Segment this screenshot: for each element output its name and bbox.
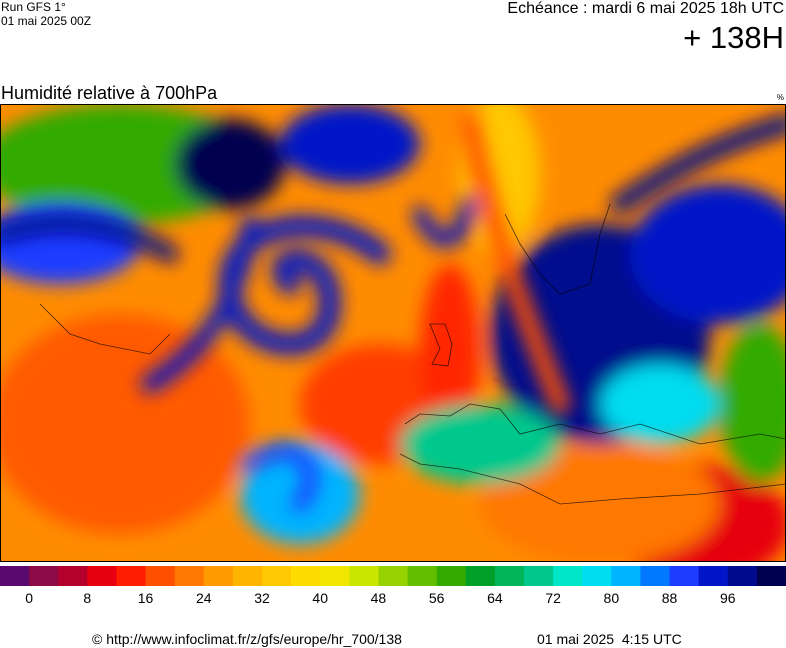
scale-box [611, 566, 641, 586]
scale-box [524, 566, 554, 586]
scale-tick-label: 16 [138, 590, 154, 606]
scale-box [582, 566, 612, 586]
scale-box [203, 566, 234, 586]
scale-box [29, 566, 59, 586]
scale-box [116, 566, 147, 586]
scale-box [553, 566, 583, 586]
scale-box [494, 566, 525, 586]
run-label: Run GFS 1° [1, 0, 66, 14]
map-title: Humidité relative à 700hPa [1, 83, 218, 103]
unit-label: % [776, 93, 784, 102]
scale-box [145, 566, 176, 586]
lead-time: + 138H [683, 20, 784, 55]
scale-box [291, 566, 321, 586]
scale-tick-label: 96 [720, 590, 736, 606]
scale-box [262, 566, 292, 586]
scale-tick-label: 32 [254, 590, 270, 606]
humidity-map [0, 104, 786, 562]
scale-box [349, 566, 379, 586]
scale-box [698, 566, 729, 586]
scale-tick-label: 80 [604, 590, 620, 606]
scale-tick-label: 56 [429, 590, 445, 606]
scale-box [87, 566, 117, 586]
scale-box [407, 566, 438, 586]
scale-box [320, 566, 350, 586]
scale-box [378, 566, 409, 586]
scale-tick-label: 88 [662, 590, 678, 606]
scale-tick-label: 72 [545, 590, 561, 606]
scale-box [756, 566, 786, 586]
credit: © http://www.infoclimat.fr/z/gfs/europe/… [92, 631, 402, 647]
run-date: 01 mai 2025 00Z [1, 14, 92, 28]
scale-box [232, 566, 263, 586]
scale-box [727, 566, 758, 586]
scale-box [640, 566, 671, 586]
forecast-time: Echéance : mardi 6 mai 2025 18h UTC [507, 0, 784, 17]
scale-tick-label: 24 [196, 590, 212, 606]
scale-box [669, 566, 700, 586]
scale-box [58, 566, 88, 586]
scale-tick-label: 48 [371, 590, 387, 606]
scale-tick-label: 40 [312, 590, 328, 606]
timestamp: 01 mai 2025 4:15 UTC [537, 631, 682, 647]
scale-tick-label: 64 [487, 590, 503, 606]
color-scale: 0 8 16 24 32 40 48 56 64 72 80 88 96 [0, 566, 786, 606]
scale-tick-label: 8 [83, 590, 91, 606]
scale-box [465, 566, 496, 586]
scale-box [0, 566, 30, 586]
scale-box [174, 566, 205, 586]
field [0, 104, 786, 562]
scale-box [436, 566, 467, 586]
scale-tick-label: 0 [25, 590, 33, 606]
